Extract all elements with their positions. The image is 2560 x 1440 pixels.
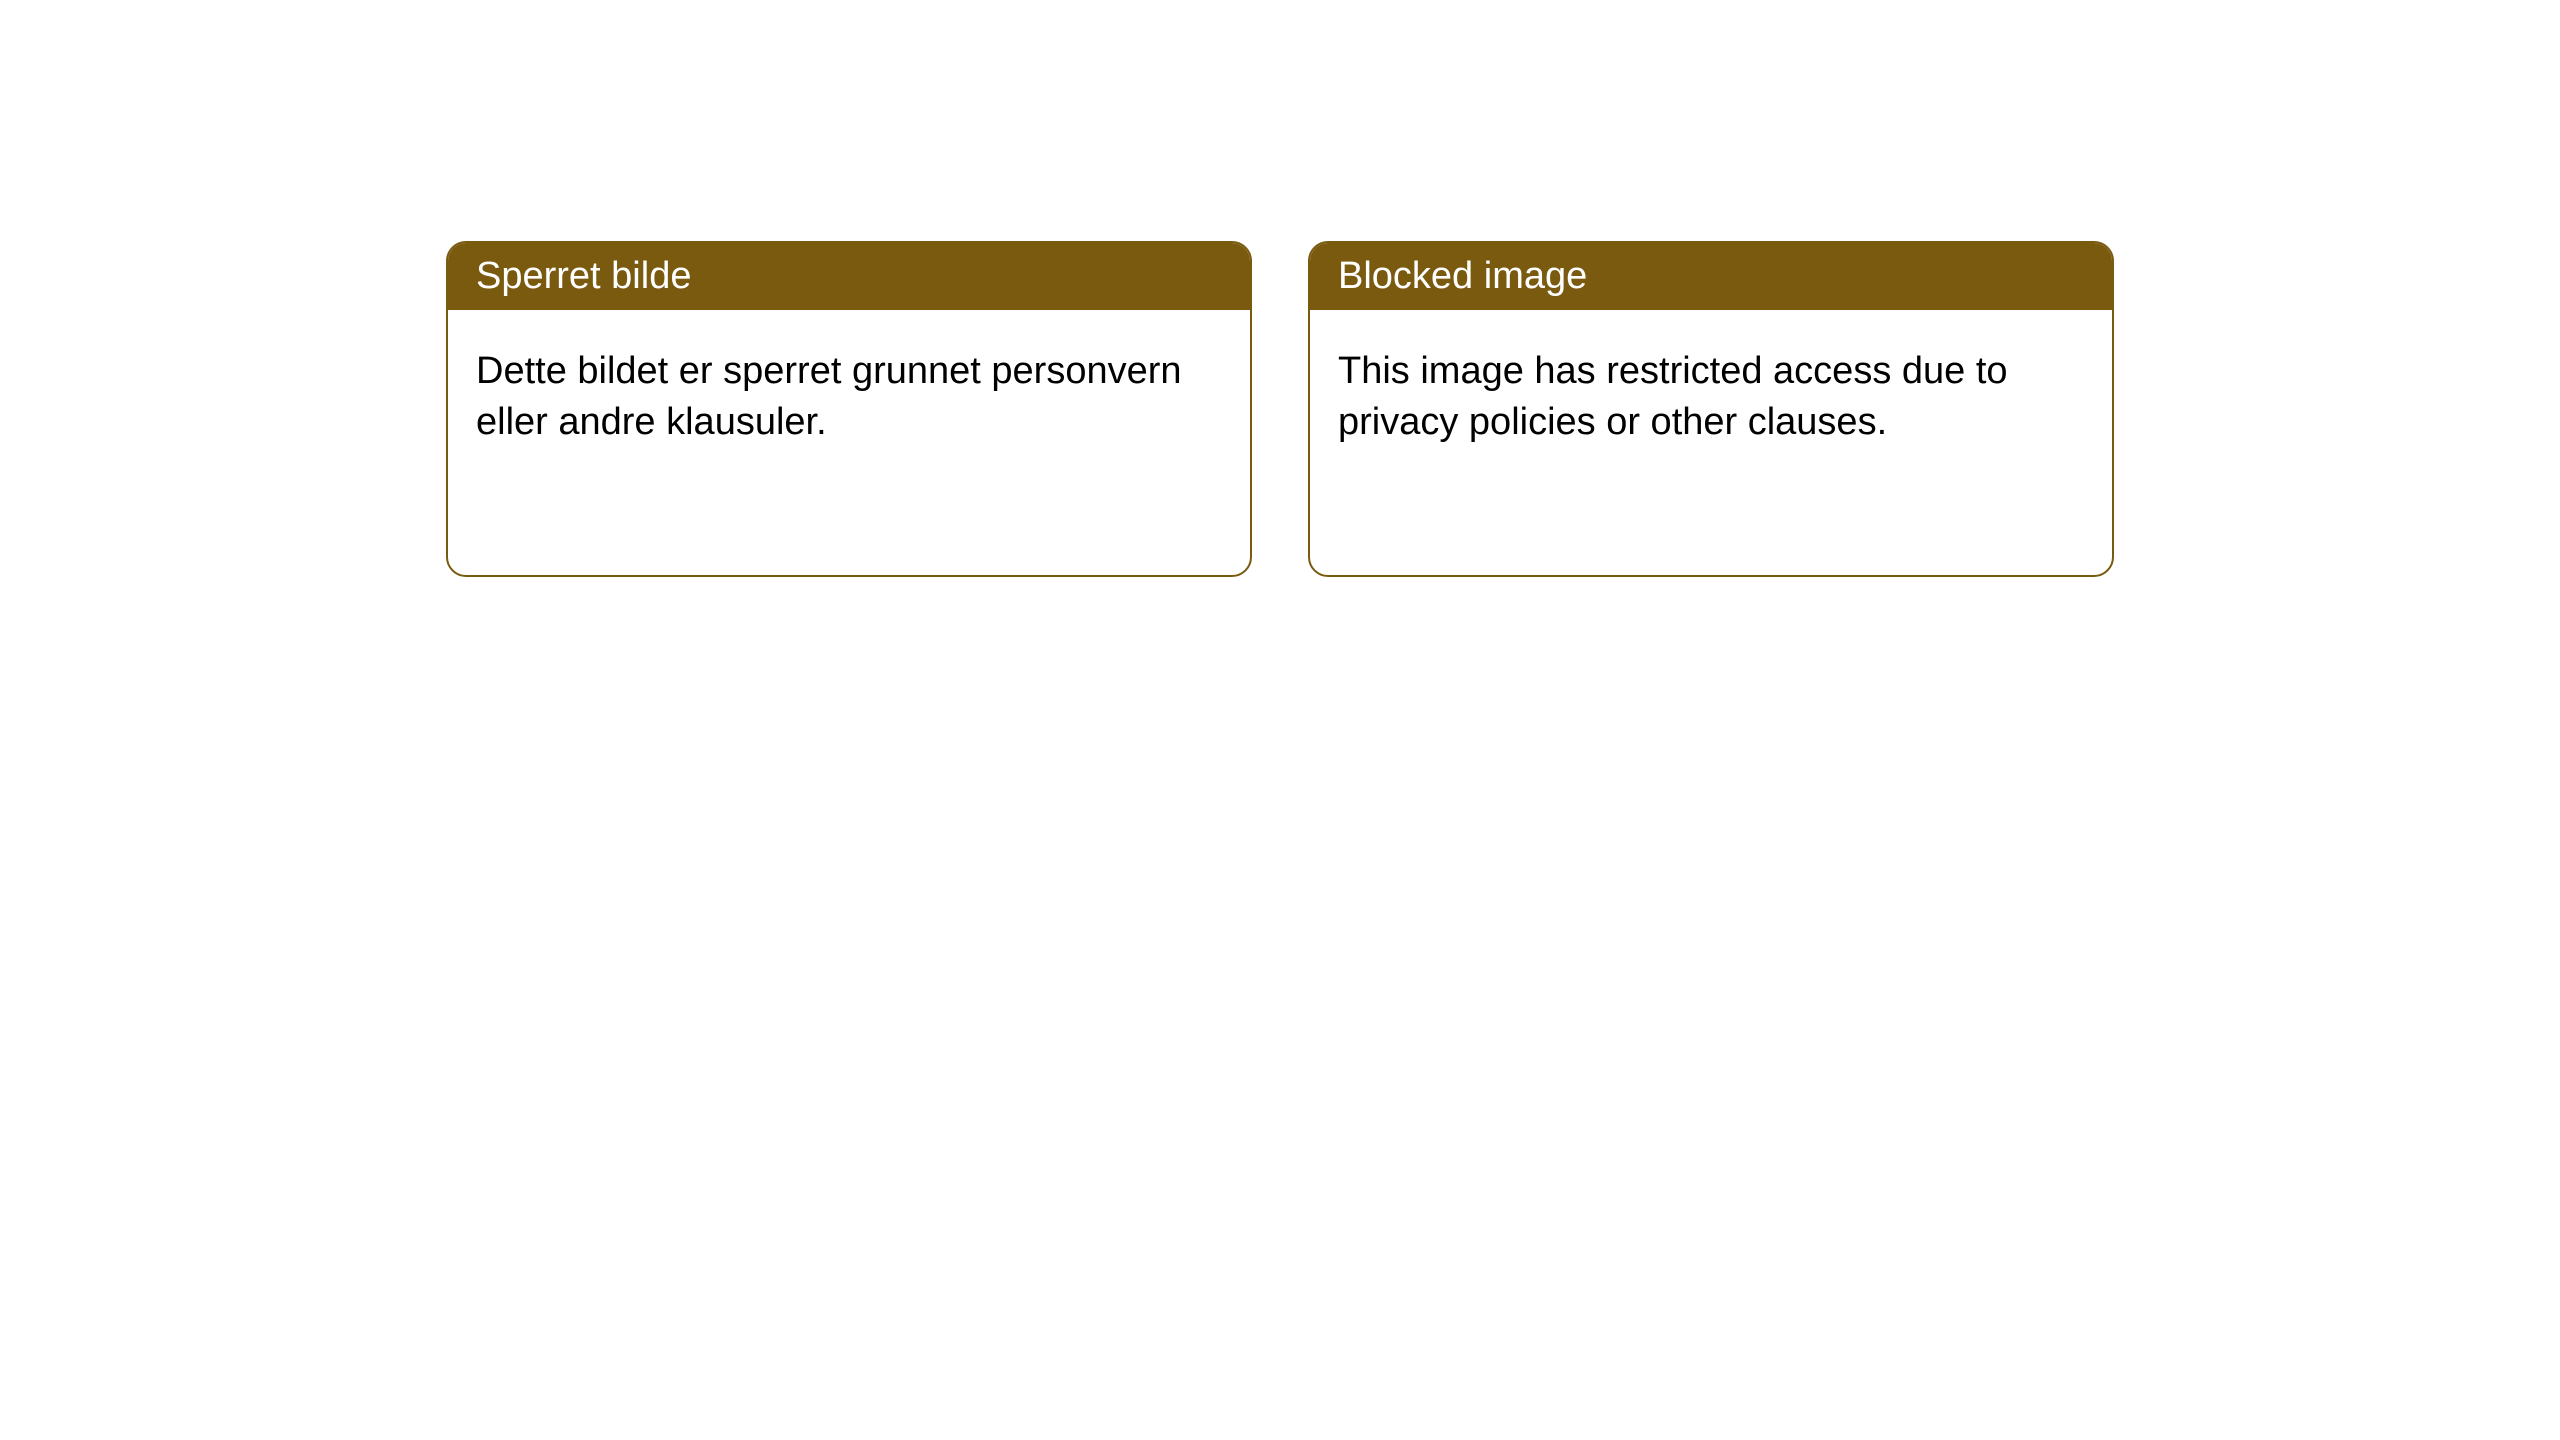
notice-card-title: Blocked image [1310,243,2112,310]
notice-card-english: Blocked image This image has restricted … [1308,241,2114,577]
notice-card-norwegian: Sperret bilde Dette bildet er sperret gr… [446,241,1252,577]
notice-card-title: Sperret bilde [448,243,1250,310]
notice-container: Sperret bilde Dette bildet er sperret gr… [0,0,2560,577]
notice-card-body: This image has restricted access due to … [1310,310,2112,485]
notice-card-body: Dette bildet er sperret grunnet personve… [448,310,1250,485]
